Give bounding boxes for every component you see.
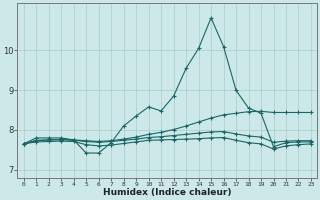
X-axis label: Humidex (Indice chaleur): Humidex (Indice chaleur) [103,188,232,197]
